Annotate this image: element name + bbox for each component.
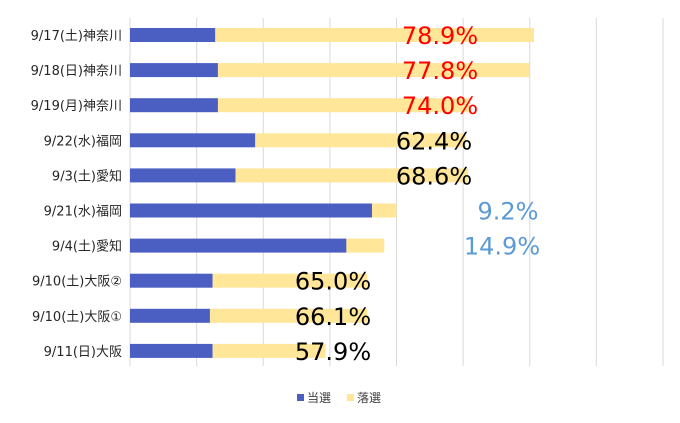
category-label: 9/21(水)福岡 (44, 205, 122, 220)
percentage-label: 14.9% (464, 233, 540, 261)
bar-segment-won (130, 63, 218, 78)
bar-segment-won (130, 273, 213, 288)
category-label: 9/11(日)大阪 (44, 345, 122, 360)
bar-segment-lost (209, 308, 368, 323)
bar-segment-lost (212, 273, 368, 288)
bar-segment-won (130, 238, 347, 253)
bar-segment-lost (217, 98, 470, 113)
category-label: 9/10(土)大阪① (32, 310, 122, 325)
category-label: 9/22(水)福岡 (44, 134, 122, 149)
percentage-label: 9.2% (478, 198, 539, 226)
category-label: 9/18(日)神奈川 (31, 64, 122, 79)
category-label: 9/4(土)愛知 (52, 239, 122, 255)
legend-swatch-won (297, 394, 304, 401)
bar-segment-lost (235, 168, 468, 183)
percentage-label: 65.0% (295, 268, 371, 296)
legend: 当選 落選 (297, 391, 381, 405)
percentage-label: 66.1% (295, 303, 371, 331)
percentage-labels: 78.9% 77.8% 74.0% 62.4% 68.6%9.2% 14.9% 65.0% 6… (295, 22, 540, 366)
bar-segment-won (130, 343, 213, 358)
bar-segment-won (130, 203, 372, 218)
bar-segment-lost (346, 238, 385, 253)
bar-segment-lost (217, 63, 530, 78)
legend-label-lost: 落選 (357, 391, 381, 405)
bar-segment-won (130, 168, 236, 183)
bar-segment-lost (255, 133, 466, 148)
category-labels: 9/17(土)神奈川 9/18(日)神奈川 9/19(月)神奈川 9/22(水)福岡 9… (31, 29, 122, 360)
category-label: 9/3(土)愛知 (52, 168, 122, 184)
percentage-label: 77.8% (402, 57, 478, 85)
bar-segment-lost (212, 343, 326, 358)
bar-segment-won (130, 133, 256, 148)
category-label: 9/10(土)大阪② (32, 275, 122, 290)
legend-label-won: 当選 (307, 391, 331, 405)
category-label: 9/17(土)神奈川 (31, 29, 122, 44)
bar-segment-lost (215, 28, 535, 42)
percentage-label: 62.4% (396, 127, 472, 155)
bar-segment-lost (371, 203, 397, 218)
legend-swatch-lost (347, 394, 354, 401)
percentage-label: 74.0% (402, 92, 478, 120)
category-label: 9/19(月)神奈川 (31, 99, 122, 114)
percentage-label: 57.9% (295, 338, 371, 366)
percentage-label: 78.9% (402, 22, 478, 50)
percentage-label: 68.6% (396, 162, 472, 190)
bars (130, 28, 535, 358)
bar-segment-won (130, 98, 218, 113)
bar-segment-won (130, 28, 216, 42)
bar-segment-won (130, 308, 210, 323)
